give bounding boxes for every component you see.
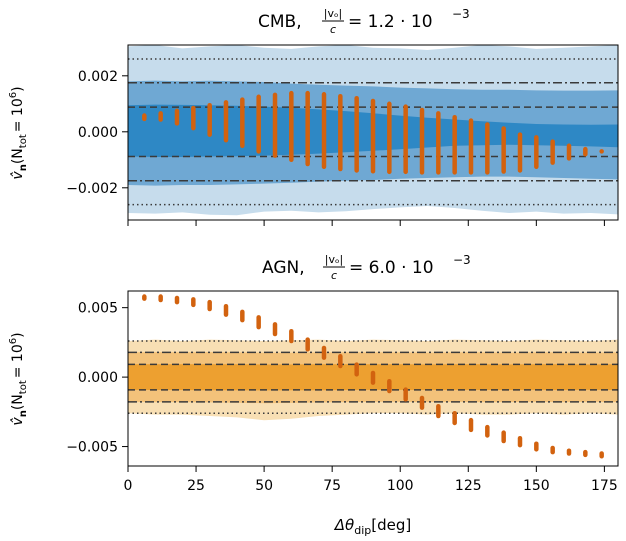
- agn-y-tick-label: 0.005: [78, 301, 118, 317]
- agn-y-tick-label: −0.005: [66, 440, 118, 456]
- cmb-title-exponent: −3: [452, 7, 470, 21]
- cmb-y-tick-label: −0.002: [66, 181, 118, 197]
- agn-x-tick-label: 75: [323, 478, 341, 494]
- agn-x-tick-label: 0: [124, 478, 133, 494]
- cmb-axes-frame: [127, 44, 619, 221]
- agn-title: AGN, |vₒ| c = 6.0 · 10 −3: [262, 253, 471, 282]
- agn-x-ticks: 0 25 50 75 100 125 150 175: [124, 466, 618, 494]
- x-axis-label: Δθdip[deg]: [334, 516, 411, 537]
- agn-title-value: = 6.0 · 10: [349, 258, 434, 278]
- svg-text:v̂n(Ntot= 106): v̂n(Ntot= 106): [8, 86, 29, 179]
- cmb-title-value: = 1.2 · 10: [348, 12, 433, 32]
- cmb-panel: −0.002 0.000 0.002 CMB, |vₒ| c = 1.2 · 10 …: [8, 7, 619, 226]
- cmb-x-ticks: [127, 220, 605, 226]
- agn-y-axis-label: v̂n(Ntot= 106): [8, 332, 29, 425]
- agn-title-main: AGN,: [262, 258, 305, 278]
- cmb-y-axis-label: v̂n(Ntot= 106): [8, 86, 29, 179]
- cmb-title: CMB, |vₒ| c = 1.2 · 10 −3: [258, 7, 470, 36]
- agn-reference-lines: [128, 340, 618, 414]
- agn-y-ticks: −0.005 0.000 0.005: [66, 301, 128, 456]
- agn-estimator-points: [142, 294, 604, 459]
- agn-axes-frame: [127, 290, 619, 467]
- agn-x-tick-label: 150: [523, 478, 550, 494]
- agn-title-fraction-num: |vₒ|: [325, 253, 343, 266]
- agn-x-tick-label: 175: [591, 478, 618, 494]
- cmb-title-fraction-num: |vₒ|: [324, 7, 342, 20]
- agn-x-tick-label: 25: [187, 478, 205, 494]
- cmb-title-main: CMB,: [258, 12, 302, 32]
- cmb-y-ticks: −0.002 0.000 0.002: [66, 69, 128, 197]
- svg-text:Δθdip[deg]: Δθdip[deg]: [334, 516, 411, 537]
- agn-x-tick-label: 50: [255, 478, 273, 494]
- agn-title-exponent: −3: [453, 253, 471, 267]
- svg-text:v̂n(Ntot= 106): v̂n(Ntot= 106): [8, 332, 29, 425]
- agn-x-tick-label: 100: [387, 478, 414, 494]
- cmb-y-tick-label: 0.002: [78, 69, 118, 85]
- cmb-title-fraction-den: c: [330, 23, 336, 36]
- agn-panel: −0.005 0.000 0.005 0 25 50 75 100 125 150 175 AGN…: [8, 253, 619, 537]
- cmb-estimator-points: [142, 90, 604, 175]
- agn-title-fraction-den: c: [331, 269, 337, 282]
- agn-x-tick-label: 125: [455, 478, 482, 494]
- agn-y-tick-label: 0.000: [78, 370, 118, 386]
- cmb-y-tick-label: 0.000: [78, 125, 118, 141]
